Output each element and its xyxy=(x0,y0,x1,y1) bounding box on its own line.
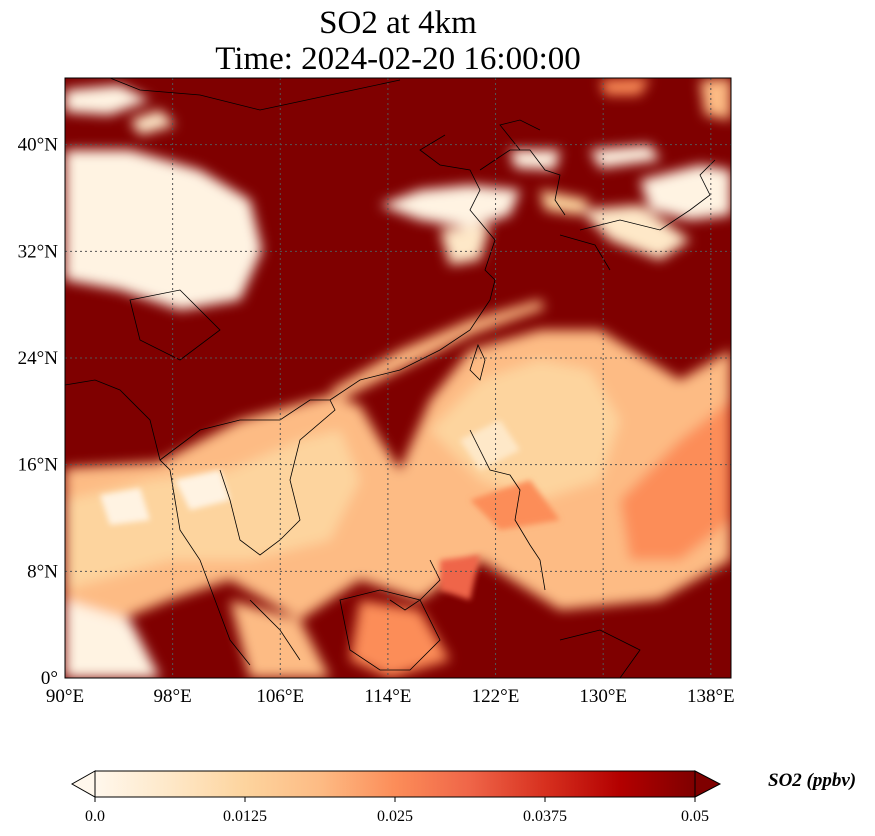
longitude-tick-label: 138°E xyxy=(687,686,735,707)
colorbar-tick-label: 0.0125 xyxy=(223,808,267,825)
longitude-ticks: 90°E 98°E 106°E 114°E 122°E 130°E 138°E xyxy=(46,686,735,707)
colorbar-max-extend xyxy=(694,770,722,798)
longitude-tick-label: 122°E xyxy=(472,686,520,707)
colorbar-label: SO2 (ppbv) xyxy=(768,770,857,791)
longitude-tick-label: 130°E xyxy=(579,686,627,707)
map-subtitle: Time: 2024-02-20 16:00:00 xyxy=(215,41,581,77)
latitude-tick-label: 32°N xyxy=(18,241,59,262)
so2-concentration-field xyxy=(65,78,731,678)
colorbar-gradient xyxy=(95,771,695,797)
colorbar: 0.0 0.0125 0.025 0.0375 0.05 xyxy=(70,770,722,825)
map-title: SO2 at 4km xyxy=(319,5,477,41)
longitude-tick-label: 90°E xyxy=(46,686,84,707)
colorbar-tick-label: 0.0 xyxy=(85,808,105,825)
colorbar-tick-label: 0.025 xyxy=(377,808,413,825)
latitude-tick-label: 40°N xyxy=(18,135,59,156)
map-frame xyxy=(64,77,732,679)
colorbar-tick-label: 0.0375 xyxy=(523,808,567,825)
colorbar-tick-label: 0.05 xyxy=(681,808,709,825)
longitude-tick-label: 106°E xyxy=(256,686,304,707)
latitude-tick-label: 24°N xyxy=(18,348,59,369)
latitude-tick-label: 0° xyxy=(41,668,58,689)
coastlines xyxy=(65,78,716,678)
latitude-tick-label: 8°N xyxy=(27,561,58,582)
latitude-ticks: 0° 8°N 16°N 24°N 32°N 40°N xyxy=(18,135,59,689)
colorbar-min-extend xyxy=(70,770,96,798)
longitude-tick-label: 114°E xyxy=(364,686,411,707)
latitude-tick-label: 16°N xyxy=(18,455,59,476)
longitude-tick-label: 98°E xyxy=(154,686,192,707)
